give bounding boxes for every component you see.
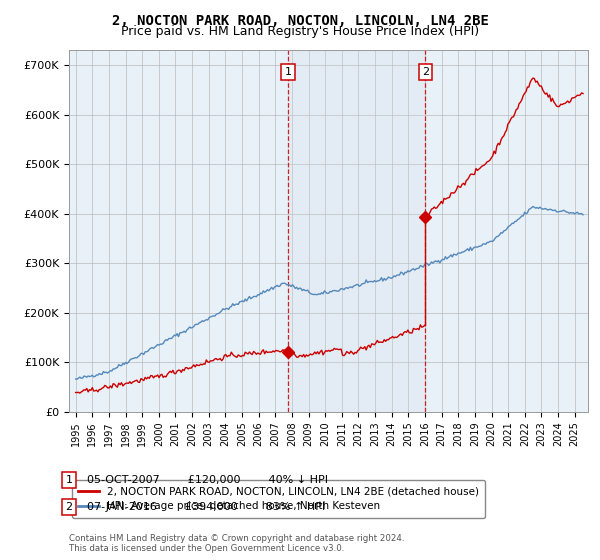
Text: 05-OCT-2007        £120,000        40% ↓ HPI: 05-OCT-2007 £120,000 40% ↓ HPI [87, 475, 328, 485]
Text: 1: 1 [65, 475, 73, 485]
Text: 1: 1 [284, 67, 292, 77]
Text: 2: 2 [65, 502, 73, 512]
Text: 2, NOCTON PARK ROAD, NOCTON, LINCOLN, LN4 2BE: 2, NOCTON PARK ROAD, NOCTON, LINCOLN, LN… [112, 14, 488, 28]
Text: 07-JAN-2016        £394,000        83% ↑ HPI: 07-JAN-2016 £394,000 83% ↑ HPI [87, 502, 325, 512]
Text: Contains HM Land Registry data © Crown copyright and database right 2024.
This d: Contains HM Land Registry data © Crown c… [69, 534, 404, 553]
Legend: 2, NOCTON PARK ROAD, NOCTON, LINCOLN, LN4 2BE (detached house), HPI: Average pri: 2, NOCTON PARK ROAD, NOCTON, LINCOLN, LN… [71, 480, 485, 518]
Text: Price paid vs. HM Land Registry's House Price Index (HPI): Price paid vs. HM Land Registry's House … [121, 25, 479, 38]
Text: 2: 2 [422, 67, 429, 77]
